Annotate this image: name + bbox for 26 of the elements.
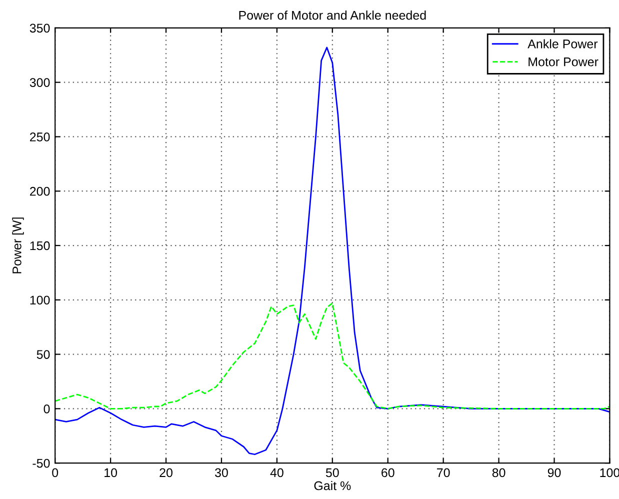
x-tick-label: 90 [548, 468, 561, 478]
y-axis-title: Power [W] [12, 218, 24, 274]
y-tick-label: 0 [44, 404, 50, 414]
y-tick-label: -50 [32, 458, 50, 468]
legend-label: Motor Power [528, 58, 598, 66]
chart-title: Power of Motor and Ankle needed [239, 10, 426, 20]
y-tick-label: 100 [30, 296, 50, 305]
line-series [55, 302, 610, 410]
x-tick-label: 40 [270, 468, 284, 478]
legend-label: Ankle Power [528, 39, 598, 48]
x-tick-label: 60 [382, 468, 394, 478]
y-tick-label: 50 [36, 350, 50, 359]
x-tick-label: 70 [437, 468, 450, 478]
y-tick-label: 300 [30, 78, 50, 87]
x-tick-label: 0 [52, 468, 58, 478]
x-tick-label: 30 [215, 468, 228, 478]
y-tick-label: 250 [30, 132, 50, 142]
x-tick-label: 50 [326, 468, 339, 478]
y-tick-label: 150 [30, 241, 50, 250]
x-tick-label: 20 [160, 468, 172, 478]
y-tick-label: 200 [30, 186, 50, 196]
line-series [55, 46, 610, 456]
y-tick-label: 350 [30, 24, 50, 33]
x-tick-label: 80 [492, 468, 506, 478]
x-axis-title: Gait % [314, 480, 351, 490]
x-tick-label: 10 [104, 468, 118, 478]
